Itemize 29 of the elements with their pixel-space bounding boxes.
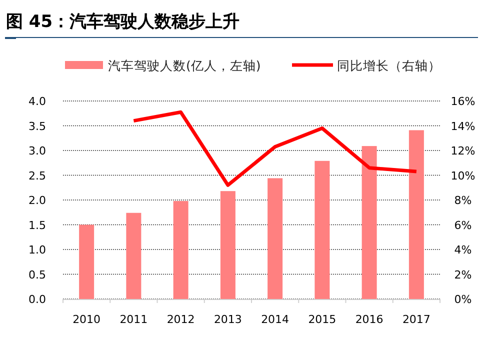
x-tick-label: 2010 [72,313,101,326]
legend-label: 同比增长（右轴） [337,58,441,73]
x-tick-label: 2017 [402,313,430,326]
y-tick-label: 0.5 [28,268,46,282]
x-tick-label: 2011 [120,313,148,326]
x-tick-label: 2013 [214,313,242,326]
y-tick-label: 2.5 [28,169,46,182]
y-tick-label: 3.5 [28,120,46,133]
y-tick-label: 3.0 [28,144,46,158]
y2-tick-label: 6% [454,218,472,232]
x-tick-label: 2016 [355,313,384,326]
y2-tick-label: 10% [450,169,476,182]
legend-label: 汽车驾驶人数(亿人，左轴) [108,58,261,73]
x-tick-label: 2014 [261,313,290,326]
y2-tick-label: 12% [450,144,476,158]
y-tick-label: 0.0 [28,293,46,306]
y2-tick-label: 2% [454,268,472,282]
x-tick-label: 2015 [308,313,336,326]
y2-tick-label: 14% [450,120,476,133]
y2-tick-label: 4% [454,244,472,256]
chart-title: 图 45：汽车驾驶人数稳步上升 [6,12,240,32]
y2-tick-label: 8% [454,194,472,207]
x-tick-label: 2012 [166,313,195,326]
y-tick-label: 2.0 [28,194,46,207]
y2-tick-label: 0% [454,293,472,306]
y-tick-label: 1.5 [28,218,46,232]
y-tick-label: 1.0 [28,244,46,256]
y2-tick-label: 16% [450,95,476,108]
y-tick-label: 4.0 [28,95,46,108]
